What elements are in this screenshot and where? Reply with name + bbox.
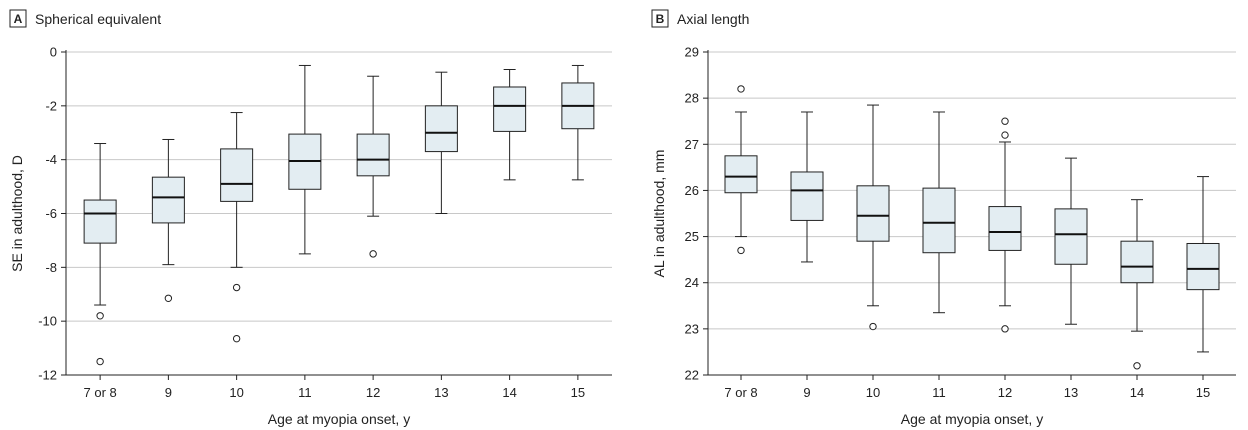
box-plot [790, 111, 824, 263]
x-tick-label: 15 [1196, 385, 1210, 400]
gridlines [708, 51, 1236, 376]
outlier-point [737, 246, 745, 255]
x-tick-label: 9 [165, 385, 172, 400]
x-tick-label: 11 [298, 385, 312, 400]
gridlines [66, 51, 612, 376]
iqr-box [493, 86, 527, 132]
box-plot [288, 64, 322, 255]
x-axis-ticks: 7 or 8 9 10 11 12 13 14 15 [84, 375, 585, 400]
outlier-point [232, 334, 241, 343]
x-tick-label: 9 [803, 385, 810, 400]
iqr-box [988, 206, 1022, 251]
iqr-box [1186, 242, 1220, 291]
box-plot [988, 117, 1022, 333]
box-plot [83, 143, 117, 366]
x-axis-ticks: 7 or 8 9 10 11 12 13 14 15 [724, 375, 1210, 400]
box-plot [356, 75, 390, 258]
panel-letter-box [9, 9, 27, 28]
outlier-point [1001, 325, 1009, 333]
iqr-box [424, 105, 458, 153]
y-tick-label: -8 [45, 260, 57, 275]
box-plot [151, 138, 185, 302]
y-tick-label: 23 [685, 321, 699, 336]
box-plot [220, 112, 254, 343]
outlier-point [869, 322, 877, 331]
iqr-box [83, 199, 117, 244]
panel-header: A Spherical equivalent [9, 9, 161, 28]
y-tick-label: -4 [45, 152, 57, 167]
x-tick-label: 14 [1130, 385, 1144, 400]
iqr-box [1120, 240, 1154, 284]
y-tick-label: -6 [45, 206, 57, 221]
x-axis-title: Age at myopia onset, y [268, 411, 410, 427]
outlier-point [1133, 362, 1141, 370]
y-tick-label: 27 [685, 137, 699, 152]
x-tick-label: 12 [998, 385, 1012, 400]
x-tick-label: 13 [1064, 385, 1078, 400]
iqr-box [1054, 208, 1088, 265]
panel-letter-box [651, 9, 669, 28]
outlier-point [737, 85, 745, 93]
box-plot [922, 111, 956, 314]
iqr-box [790, 171, 824, 221]
iqr-box [724, 155, 758, 194]
box-plot [724, 85, 758, 255]
box-plot [1186, 176, 1220, 353]
outlier-point [369, 250, 377, 258]
x-axis-title: Age at myopia onset, y [901, 411, 1043, 427]
box-plot [561, 64, 595, 181]
panel-header: B Axial length [651, 9, 749, 28]
y-tick-label: -10 [38, 314, 57, 329]
box-plot [1120, 199, 1154, 370]
y-axis-title: SE in adulthood, D [9, 155, 25, 272]
box-plot [856, 104, 890, 331]
iqr-box [856, 185, 890, 242]
y-tick-label: -12 [38, 368, 57, 383]
y-tick-label: 28 [685, 91, 699, 106]
y-axis-ticks: 29 28 27 26 25 24 23 22 [685, 45, 708, 383]
y-tick-label: 0 [50, 45, 57, 60]
iqr-box [922, 187, 956, 254]
iqr-box [356, 133, 390, 177]
outlier-point [1001, 131, 1009, 139]
outlier-point [96, 357, 104, 366]
panel-a-spherical-equivalent: A Spherical equivalent 0 -2 -4 -6 -8 -10 -12 7 or… [9, 9, 612, 427]
y-axis-title: AL in adulthood, mm [651, 150, 667, 278]
x-tick-label: 10 [866, 385, 880, 400]
y-tick-label: 25 [685, 229, 699, 244]
panel-title: Spherical equivalent [35, 11, 161, 27]
box-plot [493, 68, 527, 181]
panel-letter: A [14, 12, 23, 26]
x-tick-label: 7 or 8 [84, 385, 117, 400]
y-tick-label: 22 [685, 368, 699, 383]
panel-title: Axial length [677, 11, 749, 27]
box-plot [1054, 157, 1088, 325]
box-plot [424, 71, 458, 214]
y-tick-label: 24 [685, 275, 699, 290]
y-tick-label: 29 [685, 45, 699, 60]
iqr-box [151, 176, 185, 224]
iqr-box [220, 148, 254, 202]
x-tick-label: 10 [229, 385, 243, 400]
y-tick-label: 26 [685, 183, 699, 198]
x-tick-label: 11 [932, 385, 946, 400]
panel-letter: B [656, 12, 665, 26]
x-tick-label: 14 [502, 385, 516, 400]
outlier-point [164, 294, 173, 302]
x-tick-label: 15 [571, 385, 585, 400]
x-tick-label: 7 or 8 [724, 385, 757, 400]
y-axis-ticks: 0 -2 -4 -6 -8 -10 -12 [38, 45, 66, 383]
outlier-point [232, 283, 241, 292]
panel-b-axial-length: B Axial length 29 28 27 26 25 24 23 22 7 or 8 9 10 11… [651, 9, 1236, 427]
x-tick-label: 13 [434, 385, 448, 400]
outlier-point [1001, 117, 1009, 125]
x-tick-label: 12 [366, 385, 380, 400]
y-tick-label: -2 [45, 98, 57, 113]
outlier-point [96, 312, 104, 320]
